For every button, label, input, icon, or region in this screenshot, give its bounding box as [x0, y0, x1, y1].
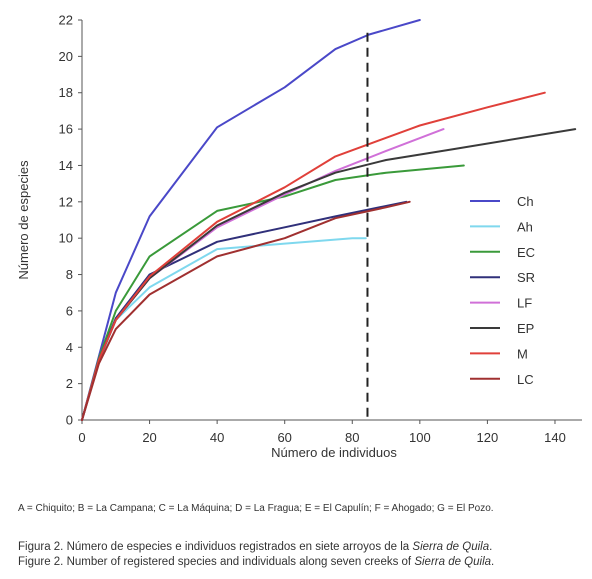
y-tick-label: 8 [66, 267, 73, 282]
y-tick-label: 10 [59, 231, 73, 246]
y-tick-label: 16 [59, 122, 73, 137]
y-tick-label: 18 [59, 85, 73, 100]
series-line-sr [81, 200, 408, 421]
legend-label-ec: EC [517, 245, 535, 260]
caption-spanish-place: Sierra de Quila [412, 541, 490, 553]
y-tick-label: 12 [59, 194, 73, 209]
x-tick-label: 140 [544, 430, 566, 445]
abbreviation-note: A = Chiquito; B = La Campana; C = La Máq… [18, 503, 494, 514]
x-tick-label: 20 [142, 430, 156, 445]
legend-label-ep: EP [517, 321, 534, 336]
y-axis-label: Número de especies [16, 160, 31, 280]
legend-label-sr: SR [517, 270, 535, 285]
series-line-ec [81, 164, 465, 421]
species-accumulation-chart: 0 2 4 6 8 10 12 14 16 18 20 22 0 20 40 60 80 100 120 140 C… [16, 13, 582, 460]
caption-spanish: Figura 2. Número de especies e individuo… [18, 541, 492, 553]
axes [81, 20, 582, 421]
series-line-ch [81, 19, 421, 421]
x-tick-label: 80 [345, 430, 359, 445]
x-axis-ticks: 0 20 40 60 80 100 120 140 [78, 420, 566, 445]
legend-label-ch: Ch [517, 194, 534, 209]
x-tick-label: 60 [277, 430, 291, 445]
y-tick-label: 6 [66, 303, 73, 318]
y-tick-label: 20 [59, 49, 73, 64]
y-tick-label: 22 [59, 13, 73, 28]
caption-spanish-text: Figura 2. Número de especies e individuo… [18, 541, 413, 553]
series-line-m [81, 91, 546, 421]
legend-label-ah: Ah [517, 219, 533, 234]
x-tick-label: 40 [210, 430, 224, 445]
y-tick-label: 0 [66, 413, 73, 428]
x-tick-label: 0 [78, 430, 85, 445]
legend-label-lc: LC [517, 372, 534, 387]
caption-english-text: Figure 2. Number of registered species a… [18, 556, 415, 568]
legend-label-lf: LF [517, 296, 532, 311]
x-tick-label: 100 [409, 430, 431, 445]
x-tick-label: 120 [477, 430, 499, 445]
legend-label-m: M [517, 346, 528, 361]
series-line-ah [81, 237, 367, 421]
series-line-lc [81, 200, 411, 421]
caption-english: Figure 2. Number of registered species a… [18, 556, 494, 568]
caption-spanish-end: . [489, 541, 493, 553]
legend: Ch Ah EC SR LF EP M LC [470, 194, 535, 387]
y-tick-label: 4 [66, 340, 73, 355]
caption-english-end: . [491, 556, 495, 568]
caption-english-place: Sierra de Quila [414, 556, 492, 568]
y-tick-label: 14 [59, 158, 73, 173]
y-tick-label: 2 [66, 376, 73, 391]
y-axis-ticks: 0 2 4 6 8 10 12 14 16 18 20 22 [59, 13, 82, 428]
x-axis-label: Número de individuos [271, 445, 397, 460]
series-lines [81, 19, 577, 421]
